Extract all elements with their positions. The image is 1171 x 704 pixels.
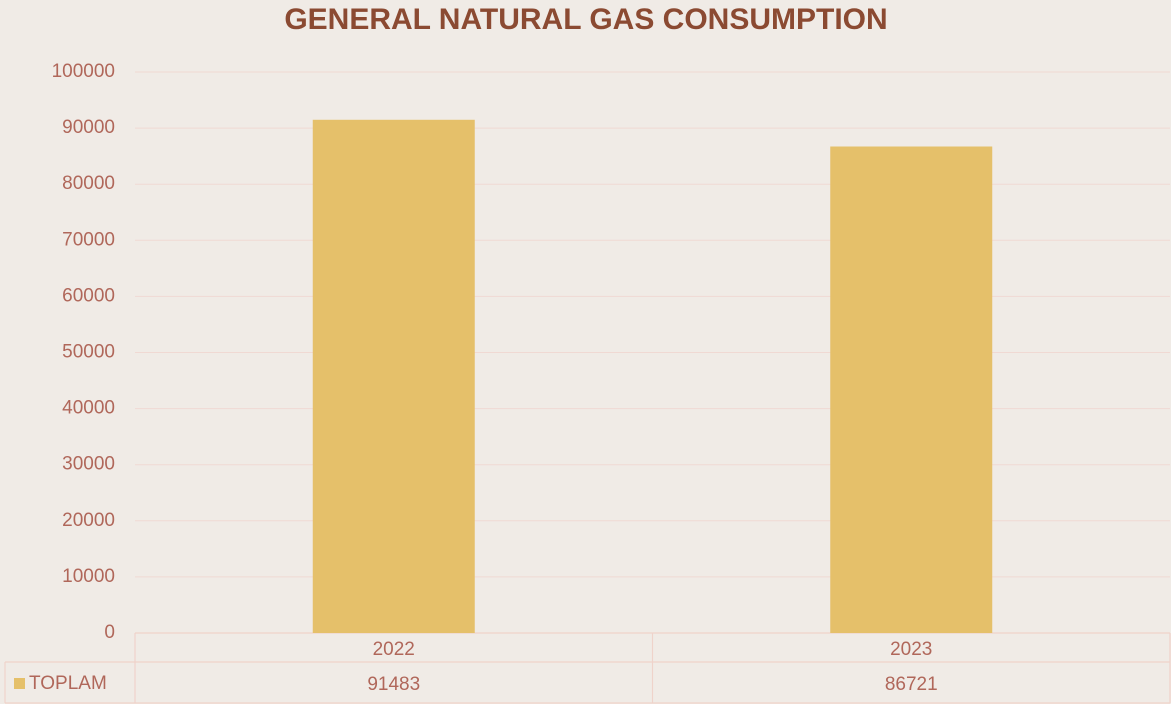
y-tick-label: 60000	[62, 285, 115, 306]
y-tick-label: 50000	[62, 342, 115, 363]
bar	[312, 119, 475, 633]
y-tick-label: 10000	[62, 566, 115, 587]
y-tick-label: 0	[104, 622, 115, 643]
y-tick-label: 80000	[62, 173, 115, 194]
chart-title: GENERAL NATURAL GAS CONSUMPTION	[284, 3, 887, 36]
y-tick-label: 20000	[62, 510, 115, 531]
y-tick-label: 40000	[62, 398, 115, 419]
y-tick-label: 30000	[62, 454, 115, 475]
legend-key	[14, 678, 25, 689]
bar	[830, 146, 993, 634]
table-value: 91483	[367, 674, 420, 695]
table-value: 86721	[885, 674, 938, 695]
x-tick-label: 2023	[890, 639, 932, 660]
x-tick-label: 2022	[373, 639, 415, 660]
y-tick-label: 100000	[52, 61, 115, 82]
y-tick-label: 90000	[62, 117, 115, 138]
y-tick-label: 70000	[62, 229, 115, 250]
legend-label: TOPLAM	[29, 673, 107, 694]
